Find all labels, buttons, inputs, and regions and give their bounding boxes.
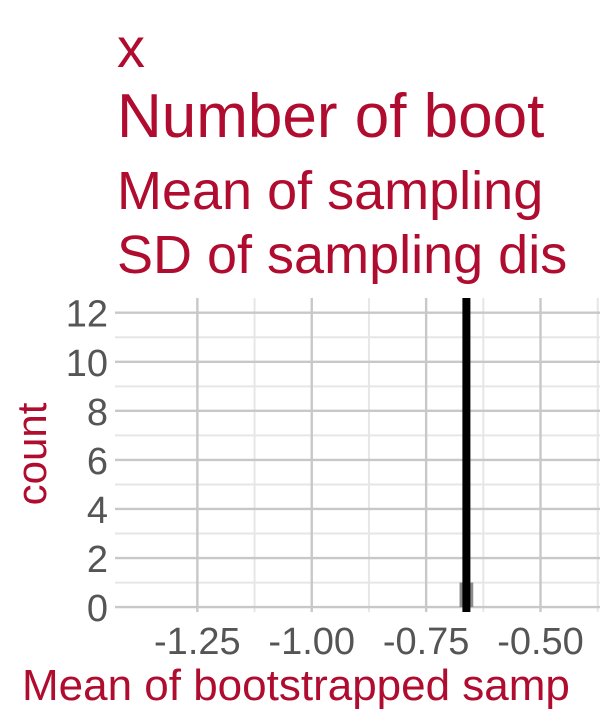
title-line-sd-of-sampling: SD of sampling dis: [117, 225, 568, 285]
x-axis-label: Mean of bootstrapped samp: [22, 661, 570, 710]
y-tick-label: 0: [87, 588, 108, 630]
y-tick-label: 12: [66, 294, 108, 336]
grid-lines: [115, 298, 600, 612]
x-tick-label: -1.25: [154, 621, 241, 663]
title-line-variable: x: [117, 16, 145, 79]
y-tick-label: 2: [87, 539, 108, 581]
title-line-mean-of-sampling: Mean of sampling: [117, 161, 544, 221]
x-tick-label: -0.75: [383, 621, 470, 663]
x-tick-label: -1.00: [268, 621, 355, 663]
x-tick-label: -0.50: [497, 621, 584, 663]
y-tick-label: 4: [87, 490, 108, 532]
y-tick-label: 6: [87, 441, 108, 483]
y-axis-label: count: [8, 402, 55, 505]
tick-labels: 0 2 4 6 8 10 12 -1.25 -1.00 -0.75 -0.50: [66, 294, 584, 663]
y-tick-label: 8: [87, 392, 108, 434]
title-line-number-of-bootstraps: Number of boot: [117, 82, 545, 151]
y-tick-label: 10: [66, 343, 108, 385]
